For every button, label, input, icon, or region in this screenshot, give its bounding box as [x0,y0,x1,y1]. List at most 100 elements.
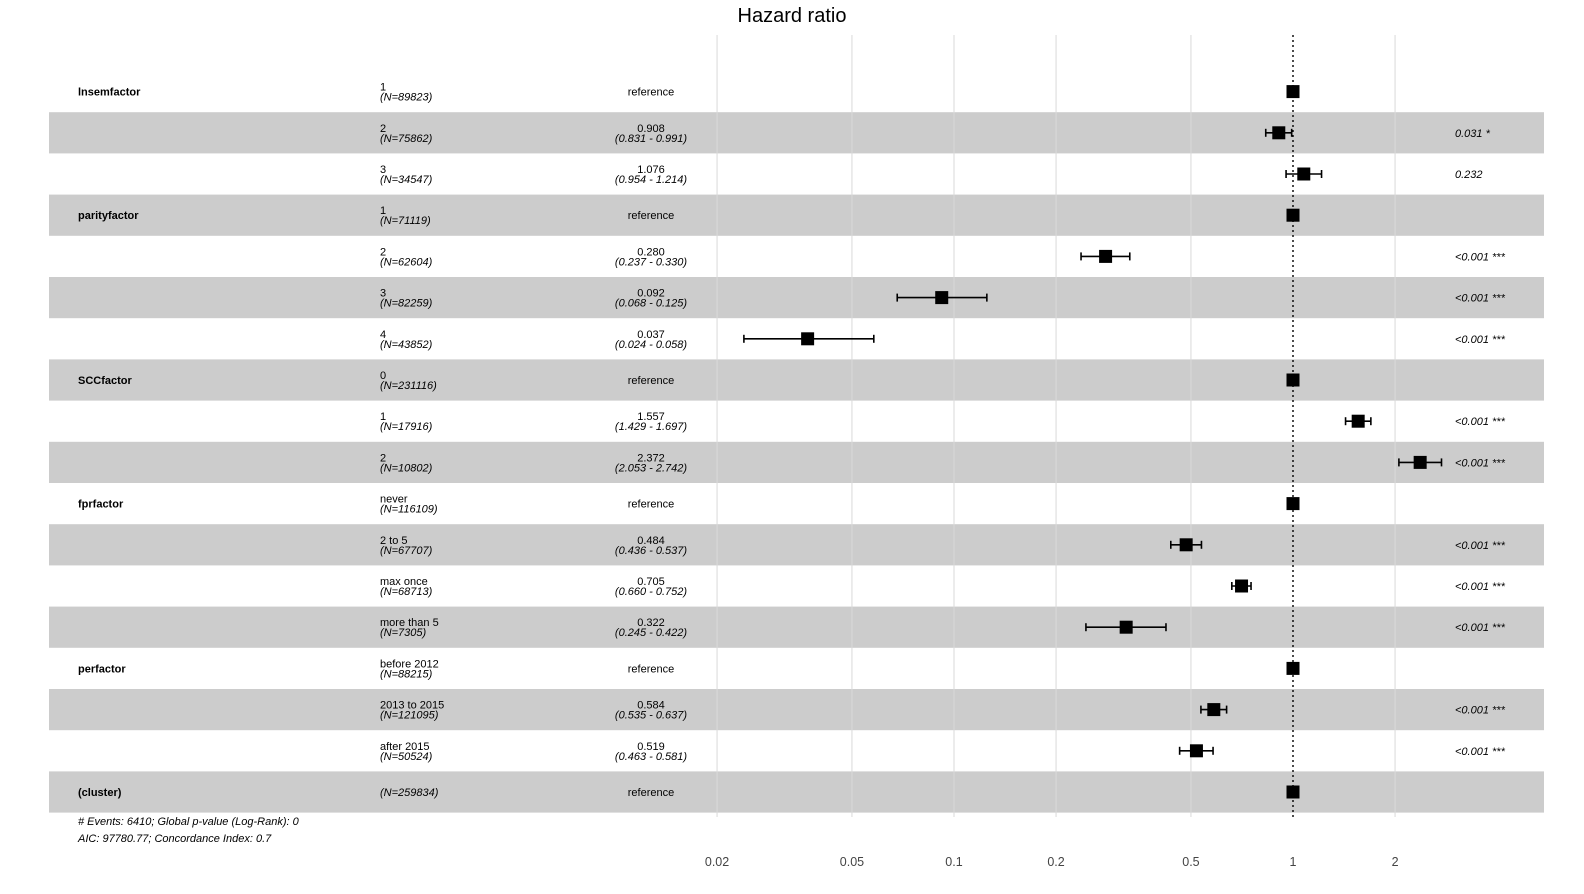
variable-label: lnsemfactor [78,87,141,99]
table-row: max once(N=68713) 0.705(0.660 - 0.752) <0.… [380,576,1506,598]
ci-label: (1.429 - 1.697) [615,421,687,433]
table-row: 2(N=62604) 0.280(0.237 - 0.330) <0.001 *** [380,246,1506,268]
table-rows: lnsemfactor 1(N=89823) reference2(N=75862)… [78,82,1506,799]
level-label: 1 [380,411,386,423]
footnote-aic: AIC: 97780.77; Concordance Index: 0.7 [77,833,272,845]
x-tick-label: 1 [1290,855,1297,869]
n-label: (N=121095) [380,710,439,722]
x-tick-label: 2 [1392,855,1399,869]
row-band [49,277,1544,319]
ci-label: (0.245 - 0.422) [615,627,687,639]
n-label: (N=88215) [380,668,433,680]
n-label: (N=231116) [380,380,437,392]
p-value-label: <0.001 *** [1455,705,1506,717]
level-label: 1 [380,82,386,94]
p-value-label: <0.001 *** [1455,251,1506,263]
p-value-label: <0.001 *** [1455,334,1506,346]
row-band [49,194,1544,236]
hr-marker [1189,744,1203,758]
n-label: (N=67707) [380,545,433,557]
n-label: (N=116109) [380,504,438,516]
hr-marker [1286,785,1300,799]
row-band [49,524,1544,566]
estimate-label: 0.705 [637,576,665,588]
table-row: 1(N=17916) 1.557(1.429 - 1.697) <0.001 *** [380,411,1506,433]
estimate-label: 0.519 [637,741,665,753]
ci-label: (0.463 - 0.581) [615,751,687,763]
hr-marker [935,291,949,305]
n-label: (N=50524) [380,751,433,763]
p-value-label: <0.001 *** [1455,622,1506,634]
table-row: after 2015(N=50524) 0.519(0.463 - 0.581) <… [380,741,1506,763]
hr-marker [801,332,815,346]
hr-marker [1286,661,1300,675]
row-bands [49,112,1544,813]
table-row: 4(N=43852) 0.037(0.024 - 0.058) <0.001 *** [380,329,1506,351]
n-label: (N=43852) [380,339,433,351]
level-label: max once [380,576,428,588]
ci-label: (2.053 - 2.742) [615,462,687,474]
table-row: lnsemfactor 1(N=89823) reference [78,82,1300,104]
estimate-label: reference [628,499,674,511]
hr-marker [1351,414,1365,428]
level-label: 3 [380,164,386,176]
variable-label: perfactor [78,663,126,675]
table-row: 2 to 5(N=67707) 0.484(0.436 - 0.537) <0.00… [380,535,1506,557]
p-value-label: 0.232 [1455,169,1483,181]
row-band [49,771,1544,813]
estimate-label: reference [628,375,674,387]
estimate-label: 0.280 [637,246,665,258]
hr-marker [1286,85,1300,99]
ci-label: (0.535 - 0.637) [615,710,687,722]
variable-label: (cluster) [78,787,122,799]
x-tick-label: 0.5 [1182,855,1199,869]
estimate-label: reference [628,87,674,99]
level-label: 2013 to 2015 [380,700,444,712]
table-row: more than 5(N=7305) 0.322(0.245 - 0.422) <… [380,617,1506,639]
variable-label: fprfactor [78,499,124,511]
chart-title: Hazard ratio [738,5,847,27]
p-value-label: <0.001 *** [1455,457,1506,469]
level-label: 4 [380,329,386,341]
estimate-label: 0.092 [637,288,665,300]
level-label: 1 [380,205,386,217]
n-label: (N=82259) [380,298,433,310]
x-axis-ticks: 0.02 0.05 0.1 0.2 0.5 1 2 [705,855,1399,869]
level-label: 3 [380,288,386,300]
level-label: 2 [380,123,386,135]
table-row: 3(N=34547) 1.076(0.954 - 1.214) 0.232 [380,164,1483,186]
x-tick-label: 0.02 [705,855,729,869]
table-row: 2(N=10802) 2.372(2.053 - 2.742) <0.001 *** [380,452,1506,474]
table-row: perfactor before 2012(N=88215) reference [78,658,1300,680]
estimate-label: reference [628,663,674,675]
level-label: never [380,494,408,506]
estimate-label: 1.076 [637,164,665,176]
x-tick-label: 0.05 [840,855,864,869]
hr-marker [1286,497,1300,511]
n-label: (N=7305) [380,627,427,639]
p-value-label: <0.001 *** [1455,416,1506,428]
variable-label: parityfactor [78,210,139,222]
level-label: 0 [380,370,386,382]
table-row: (cluster) (N=259834) reference [78,785,1300,799]
n-label: (N=10802) [380,462,433,474]
table-row: 2(N=75862) 0.908(0.831 - 0.991) 0.031 * [380,123,1491,145]
ci-label: (0.068 - 0.125) [615,298,687,310]
n-label: (N=259834) [380,787,439,799]
ci-label: (0.831 - 0.991) [615,133,687,145]
hr-marker [1286,373,1300,387]
level-label: more than 5 [380,617,439,629]
p-value-label: <0.001 *** [1455,746,1506,758]
estimate-label: 0.484 [637,535,665,547]
row-band [49,606,1544,648]
n-label: (N=89823) [380,92,433,104]
level-label: 2 [380,452,386,464]
hr-marker [1297,167,1311,181]
table-row: 3(N=82259) 0.092(0.068 - 0.125) <0.001 *** [380,288,1506,310]
hr-marker [1286,208,1300,222]
hr-marker [1099,249,1113,263]
row-band [49,359,1544,401]
level-label: 2 [380,246,386,258]
p-value-label: <0.001 *** [1455,581,1506,593]
